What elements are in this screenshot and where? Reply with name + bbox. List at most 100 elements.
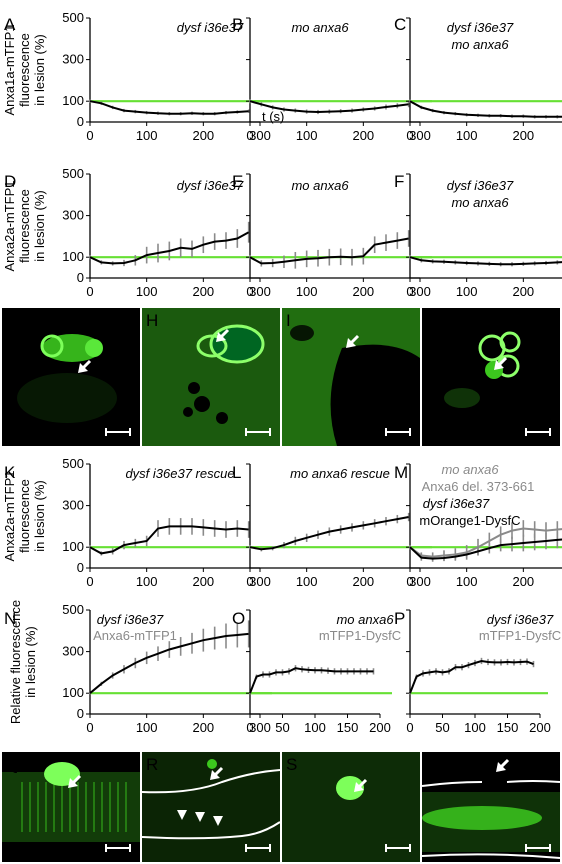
y-tick-label: 500	[62, 166, 84, 181]
annotation: mo anxa6	[451, 37, 509, 52]
arrow-icon	[210, 766, 224, 780]
x-tick-label: 300	[249, 284, 271, 299]
arrow-icon	[216, 328, 230, 342]
series-line	[249, 237, 409, 265]
scale-bar	[245, 844, 271, 852]
x-tick-label: 0	[406, 720, 413, 735]
micrograph-s	[282, 752, 420, 862]
y-axis-label: Anxa1a-mTFP1	[2, 24, 17, 115]
panel-b: B 0 100 200 300 mo anxa6	[232, 15, 432, 143]
annotation: dysf i36e37	[97, 612, 164, 627]
series-line	[89, 525, 249, 555]
x-tick-label: 150	[497, 720, 519, 735]
arrow-icon	[68, 774, 82, 788]
series-0	[89, 620, 250, 695]
x-tick-label: 300	[409, 284, 431, 299]
x-tick-label: 0	[86, 128, 93, 143]
micrograph-j	[422, 308, 560, 446]
micrograph-t	[422, 752, 560, 862]
series-0	[409, 657, 535, 695]
panel-l: L 0 100 200 300 mo anxa6 rescue	[232, 463, 432, 589]
series-0	[409, 99, 562, 119]
arrowhead-icon	[195, 812, 205, 822]
arrow-icon	[496, 758, 510, 772]
panel-letter: O	[232, 609, 245, 628]
y-axis-label: Anxa2a-mTFP1	[2, 180, 17, 271]
panel-n: N 0 100 300 500 0 100 200 300 Relative fluorescen…	[4, 600, 272, 735]
x-tick-label: 200	[192, 284, 214, 299]
series-1	[409, 531, 562, 562]
y-axis-label: Anxa2a-mTFP1	[2, 470, 17, 561]
annotation: mo anxa6	[291, 178, 349, 193]
arrow-icon	[494, 356, 508, 370]
panel-d: D 0 100 300 500 0 100 200 300 Anxa2a-mTFP1 fluores…	[2, 166, 272, 299]
panel-letter: B	[232, 15, 243, 34]
x-tick-label: 100	[304, 720, 326, 735]
scale-bar	[525, 428, 551, 436]
x-tick-label: 200	[192, 128, 214, 143]
series-0	[409, 255, 562, 267]
y-axis-label: Relative fluorescence	[8, 600, 23, 724]
series-line	[249, 667, 374, 694]
series-line	[409, 538, 562, 560]
annotation: mo anxa6	[336, 612, 394, 627]
x-tick-label: 200	[512, 574, 534, 589]
x-tick-label: 200	[352, 128, 374, 143]
panel-letter: K	[4, 463, 16, 482]
x-tick-label: 300	[249, 720, 271, 735]
series-0	[249, 230, 410, 269]
series-line	[409, 659, 534, 694]
series-line	[409, 527, 562, 558]
panel-letter: J	[426, 311, 435, 330]
x-tick-label: 0	[246, 574, 253, 589]
x-tick-label: 100	[296, 574, 318, 589]
x-tick-label: 0	[246, 128, 253, 143]
panel-letter: N	[4, 609, 16, 628]
y-tick-label: 0	[77, 706, 84, 721]
series-0	[249, 512, 410, 552]
y-tick-label: 300	[62, 498, 84, 513]
x-unit-label: t (s)	[262, 109, 284, 124]
panel-k: K 0 100 300 500 0 100 200 300 Anxa2a-mTFP1 fluores…	[2, 456, 272, 589]
series-line	[89, 632, 249, 694]
x-tick-label: 300	[409, 128, 431, 143]
annotation: Anxa6 del. 373-661	[422, 479, 535, 494]
y-tick-label: 0	[77, 560, 84, 575]
series-line	[409, 100, 562, 118]
x-tick-label: 300	[249, 574, 271, 589]
x-tick-label: 200	[352, 284, 374, 299]
panel-letter: T	[426, 755, 436, 774]
y-tick-label: 100	[62, 93, 84, 108]
y-tick-label: 100	[62, 249, 84, 264]
x-tick-label: 100	[136, 720, 158, 735]
panel-letter: H	[146, 311, 158, 330]
y-tick-label: 500	[62, 456, 84, 471]
micrograph-q	[2, 752, 140, 862]
y-axis-label: in lesion (%)	[32, 480, 47, 552]
arrow-icon	[78, 359, 92, 373]
x-tick-label: 0	[86, 574, 93, 589]
annotation: dysf i36e37	[487, 612, 554, 627]
annotation: mo anxa6	[441, 462, 499, 477]
panel-letter: F	[394, 172, 404, 191]
y-tick-label: 300	[62, 52, 84, 67]
panel-letter: I	[286, 311, 291, 330]
y-tick-label: 300	[62, 644, 84, 659]
arrow-icon	[354, 778, 368, 792]
panel-letter: Q	[6, 755, 19, 774]
y-axis-label: fluorescence	[17, 479, 32, 553]
annotation: dysf i36e37	[423, 496, 490, 511]
annotation: dysf i36e37	[177, 20, 244, 35]
series-0	[249, 99, 410, 115]
x-tick-label: 100	[296, 128, 318, 143]
y-tick-label: 500	[62, 10, 84, 25]
x-tick-label: 50	[275, 720, 289, 735]
annotation: mTFP1-DysfC	[319, 628, 401, 643]
y-tick-label: 0	[77, 114, 84, 129]
panel-letter: C	[394, 15, 406, 34]
series-line	[249, 516, 409, 551]
